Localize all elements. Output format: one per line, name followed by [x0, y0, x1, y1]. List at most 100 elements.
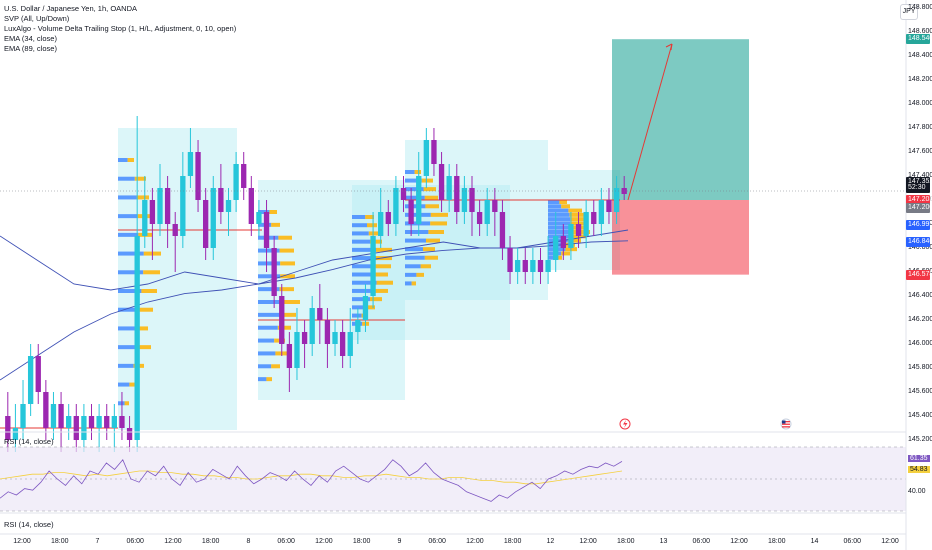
candle-body	[514, 260, 521, 272]
candle-body	[522, 260, 528, 272]
time-tick: 12:00	[881, 538, 899, 545]
rsi-pane-label[interactable]: RSI (14, close)	[4, 437, 54, 446]
vp-bar-up	[352, 231, 369, 236]
stop-zone	[612, 200, 749, 275]
time-tick: 8	[246, 538, 251, 545]
candle-body	[575, 224, 582, 236]
time-tick: 12	[546, 538, 555, 545]
vp-bar-down	[561, 204, 570, 209]
vp-bar-down	[430, 212, 448, 217]
price-tick: 146.800	[908, 244, 932, 251]
candle-body	[332, 332, 338, 344]
vp-bar-up	[405, 264, 421, 269]
price-tick: 148.400	[908, 52, 932, 59]
time-tick: 12:00	[579, 538, 597, 545]
candle-body	[50, 404, 57, 428]
candle-body	[256, 212, 262, 224]
vp-bar-down	[421, 178, 433, 183]
vp-bar-down	[573, 230, 590, 234]
vp-bar-up	[405, 230, 429, 234]
price-tick: 147.800	[908, 124, 932, 131]
vp-bar-up	[258, 364, 272, 369]
event-icon-flash[interactable]	[619, 418, 631, 430]
candle-body	[286, 344, 293, 368]
price-tick: 148.800	[908, 4, 932, 11]
candle-body	[111, 416, 118, 428]
vp-bar-up	[352, 215, 366, 219]
rsi-tick: 40.00	[908, 488, 926, 495]
vp-bar-down	[430, 221, 447, 226]
vp-bar-down	[423, 187, 436, 192]
time-tick: 12:00	[13, 538, 31, 545]
candle-body	[591, 212, 597, 224]
vp-bar-down	[424, 255, 438, 260]
candle-body	[126, 428, 133, 440]
candle-body	[598, 200, 605, 224]
candle-body	[180, 176, 186, 236]
vp-bar-down	[376, 247, 392, 252]
time-tick: 12:00	[315, 538, 333, 545]
vp-bar-down	[411, 281, 416, 286]
currency-button[interactable]: JPY	[900, 4, 918, 20]
price-tick: 145.200	[908, 436, 932, 443]
vp-bar-down	[426, 238, 440, 243]
price-tag: 146.846	[906, 237, 932, 248]
vp-bar-down	[139, 307, 153, 312]
candle-body	[241, 164, 247, 188]
position-zones	[612, 39, 749, 275]
vp-session-bg	[352, 185, 510, 340]
price-tick: 146.200	[908, 316, 932, 323]
time-tick: 18:00	[201, 538, 220, 545]
indicator-luxalgo[interactable]: LuxAlgo - Volume Delta Trailing Stop (1,…	[4, 24, 237, 33]
vp-bar-down	[365, 215, 374, 219]
price-tick: 147.600	[908, 148, 932, 155]
price-tick: 148.200	[908, 76, 932, 83]
vp-bar-up	[118, 195, 137, 200]
vp-bar-down	[420, 264, 431, 269]
price-tick: 146.400	[908, 292, 932, 299]
vp-bar-down	[368, 231, 380, 236]
vp-bar-down	[136, 326, 148, 331]
vp-bar-up	[548, 230, 574, 234]
arrow-head	[665, 43, 673, 51]
rsi-line	[0, 459, 623, 502]
candle-body	[454, 176, 460, 212]
candle-body	[568, 224, 574, 248]
indicator-ema-89[interactable]: EMA (89, close)	[4, 44, 57, 53]
time-tick: 14	[810, 538, 819, 545]
time-tick: 06:00	[277, 538, 295, 545]
candle-body	[431, 140, 437, 164]
vp-bar-up	[548, 208, 569, 213]
ema-89-line	[0, 240, 629, 381]
vp-bar-up	[258, 338, 275, 343]
vp-bar-down	[373, 272, 388, 277]
candle-body	[187, 152, 194, 176]
price-tick: 145.800	[908, 364, 932, 371]
vp-bar-up	[118, 289, 142, 293]
indicator-svp[interactable]: SVP (All, Up/Down)	[4, 14, 70, 23]
candle-body	[400, 188, 407, 200]
time-tick: 18:00	[50, 538, 69, 545]
indicator-ema-34[interactable]: EMA (34, close)	[4, 34, 57, 43]
price-tag: 147.200	[906, 203, 932, 214]
event-icon-us-flag[interactable]	[780, 418, 792, 430]
vp-bar-up	[352, 239, 370, 244]
candle-body	[446, 176, 452, 200]
symbol-title[interactable]: U.S. Dollar / Japanese Yen, 1h, OANDA	[4, 4, 137, 13]
price-tag: 52:30	[906, 183, 930, 193]
candle-body	[370, 236, 376, 296]
price-tag: 147.203	[906, 194, 932, 205]
candle-body	[5, 416, 11, 440]
vp-bar-up	[405, 178, 422, 183]
vp-bar-up	[405, 187, 424, 192]
vp-bar-down	[280, 261, 295, 266]
rsi-pane-label-2[interactable]: RSI (14, close)	[4, 520, 54, 529]
vp-bar-up	[258, 210, 270, 214]
vp-bar-down	[283, 300, 300, 304]
candle-body	[263, 212, 270, 248]
vp-bar-down	[568, 208, 582, 213]
price-tick: 145.600	[908, 388, 932, 395]
candle-body	[88, 416, 95, 428]
candle-body	[271, 248, 277, 296]
